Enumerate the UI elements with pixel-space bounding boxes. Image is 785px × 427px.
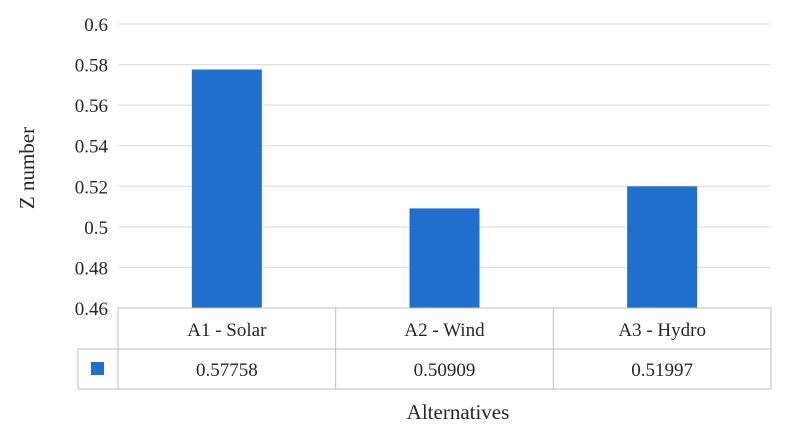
data-table: A1 - Solar 0.57758 A2 - Wind 0.50909 A3 - Hy… bbox=[77, 307, 772, 390]
legend-key bbox=[91, 362, 104, 375]
table-value-label: 0.51997 bbox=[631, 360, 693, 381]
y-tick-label: 0.6 bbox=[84, 15, 108, 36]
y-tick-label: 0.56 bbox=[75, 96, 108, 117]
table-value-label: 0.50909 bbox=[414, 360, 476, 381]
y-tick-label: 0.58 bbox=[75, 56, 108, 77]
y-tick-label: 0.48 bbox=[75, 258, 108, 279]
y-tick-label: 0.5 bbox=[84, 218, 108, 239]
table-value-label: 0.57758 bbox=[196, 360, 258, 381]
y-tick-label: 0.46 bbox=[75, 299, 108, 320]
y-tick-label: 0.52 bbox=[75, 177, 108, 198]
y-axis-ticks: 0.46 0.48 0.5 0.52 0.54 0.56 0.58 0.6 bbox=[75, 15, 109, 320]
bars bbox=[191, 69, 698, 309]
y-axis-title: Z number bbox=[15, 127, 39, 209]
x-axis-title: Alternatives bbox=[407, 400, 510, 424]
x-category-label: A2 - Wind bbox=[404, 320, 485, 341]
x-category-label: A3 - Hydro bbox=[618, 320, 706, 341]
bar-2 bbox=[409, 208, 480, 308]
x-category-label: A1 - Solar bbox=[187, 320, 267, 341]
y-tick-label: 0.54 bbox=[75, 137, 109, 158]
bar-1 bbox=[191, 69, 262, 309]
bar-3 bbox=[627, 186, 698, 308]
